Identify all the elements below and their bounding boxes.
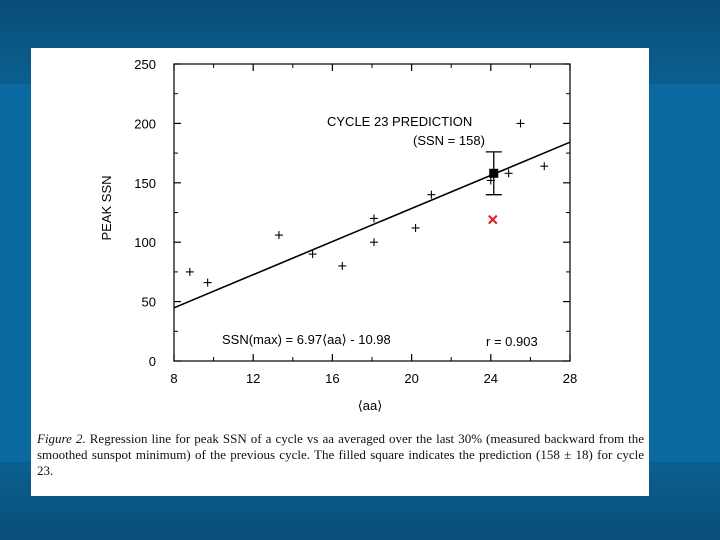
data-point: [338, 261, 347, 270]
data-point: [427, 190, 436, 199]
y-axis-label: PEAK SSN: [99, 175, 114, 240]
x-tick-label: 24: [484, 371, 498, 386]
data-point: [185, 267, 194, 276]
figure-caption: Figure 2. Regression line for peak SSN o…: [37, 431, 644, 479]
data-point: [504, 169, 513, 178]
regression-line-layer: [173, 141, 571, 309]
x-tick-label: 8: [170, 371, 177, 386]
axes: 0 50 100 150 200 250 8 12 16 20 24 28: [134, 57, 577, 386]
prediction-value: (SSN = 158): [413, 133, 485, 148]
data-point: [308, 250, 317, 259]
regression-equation: SSN(max) = 6.97⟨aa⟩ - 10.98: [222, 332, 391, 347]
data-point: [203, 278, 212, 287]
y-tick-label: 150: [134, 176, 156, 191]
regression-line: [173, 141, 571, 309]
regression-chart: 0 50 100 150 200 250 8 12 16 20 24 28 CYCLE 23 PRED…: [99, 57, 577, 413]
prediction-square: [489, 168, 499, 178]
data-point: [369, 238, 378, 247]
data-point: [369, 214, 378, 223]
caption-label: Figure 2.: [37, 431, 86, 446]
data-point: [516, 119, 525, 128]
y-tick-label: 50: [142, 295, 156, 310]
prediction-point: [485, 151, 502, 196]
y-tick-label: 250: [134, 57, 156, 72]
x-tick-label: 12: [246, 371, 260, 386]
data-point: [411, 223, 420, 232]
y-tick-label: 200: [134, 116, 156, 131]
y-tick-label: 0: [149, 354, 156, 369]
x-stroke-2: [488, 214, 498, 225]
data-point: [540, 162, 549, 171]
data-point: [274, 231, 283, 240]
y-tick-label: 100: [134, 235, 156, 250]
caption-text: Regression line for peak SSN of a cycle …: [37, 431, 645, 478]
data-points-layer: [185, 119, 549, 287]
x-tick-label: 20: [404, 371, 418, 386]
x-tick-label: 16: [325, 371, 339, 386]
figure-card: 0 50 100 150 200 250 8 12 16 20 24 28 CYCLE 23 PRED…: [31, 48, 649, 496]
plot-frame: [173, 63, 571, 362]
annotations-layer: CYCLE 23 PREDICTION (SSN = 158) SSN(max)…: [99, 114, 538, 413]
x-tick-label: 28: [563, 371, 577, 386]
x-axis-label: ⟨aa⟩: [358, 398, 383, 413]
correlation-coefficient: r = 0.903: [486, 334, 538, 349]
red-x-marker: [488, 214, 498, 225]
prediction-title: CYCLE 23 PREDICTION: [327, 114, 472, 129]
